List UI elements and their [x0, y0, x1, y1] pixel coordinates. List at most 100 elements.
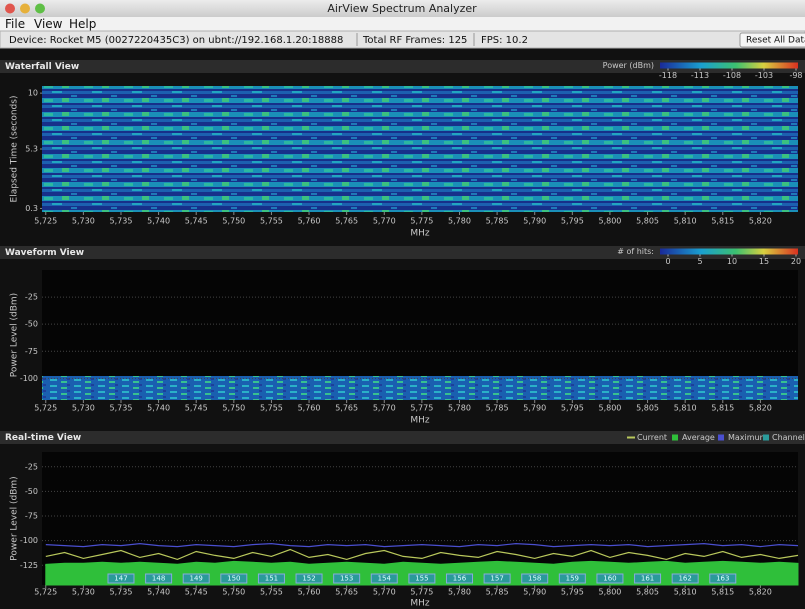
x-tick-label: 5,790 [523, 404, 546, 413]
x-tick-label: 5,765 [335, 217, 358, 226]
y-axis-label: Power Level (dBm) [10, 293, 20, 377]
x-tick-label: 5,745 [185, 217, 208, 226]
x-tick-label: 5,820 [749, 588, 772, 597]
x-tick-label: 5,820 [749, 217, 772, 226]
legend-swatch [672, 435, 678, 441]
y-tick-label: -75 [25, 512, 38, 521]
y-axis-label: Elapsed Time (seconds) [10, 96, 20, 203]
x-tick-label: 5,730 [72, 217, 95, 226]
colorbar-tick-label: 15 [759, 257, 769, 266]
x-tick-label: 5,810 [674, 404, 697, 413]
y-tick-label: 10 [28, 89, 38, 98]
x-tick-label: 5,770 [373, 588, 396, 597]
channel-label: 150 [227, 575, 240, 583]
x-tick-label: 5,775 [410, 404, 433, 413]
x-tick-label: 5,760 [298, 217, 321, 226]
channel-label: 158 [528, 575, 541, 583]
x-tick-label: 5,755 [260, 588, 283, 597]
y-tick-label: -75 [25, 347, 38, 356]
zoom-button[interactable] [35, 4, 45, 14]
channel-label: 159 [566, 575, 579, 583]
x-tick-label: 5,805 [636, 217, 659, 226]
x-tick-label: 5,795 [561, 404, 584, 413]
colorbar-tick-label: 0 [665, 257, 670, 266]
legend-label: Average [682, 433, 715, 442]
channel-label: 148 [152, 575, 165, 583]
colorbar [660, 249, 798, 255]
channel-label: 147 [114, 575, 127, 583]
y-axis-label: Power Level (dBm) [10, 476, 20, 560]
menu-item[interactable]: View [34, 17, 63, 31]
x-tick-label: 5,760 [298, 588, 321, 597]
reset-button-label[interactable]: Reset All Data [746, 36, 805, 46]
x-tick-label: 5,810 [674, 588, 697, 597]
menu-item[interactable]: Help [69, 17, 96, 31]
y-tick-label: -125 [20, 561, 38, 570]
channel-label: 161 [641, 575, 654, 583]
screen: AirView Spectrum Analyzer File View Help… [0, 0, 805, 609]
x-tick-label: 5,790 [523, 217, 546, 226]
colorbar-tick-label: -108 [723, 71, 741, 80]
colorbar-tick-label: -118 [659, 71, 677, 80]
x-tick-label: 5,805 [636, 404, 659, 413]
x-tick-label: 5,740 [147, 217, 170, 226]
menu-item[interactable]: File [5, 17, 25, 31]
colorbar-tick-label: 5 [697, 257, 702, 266]
x-tick-label: 5,795 [561, 217, 584, 226]
y-tick-label: -50 [25, 487, 38, 496]
x-tick-label: 5,780 [448, 404, 471, 413]
close-button[interactable] [5, 4, 15, 14]
legend-title: # of hits: [617, 247, 654, 256]
channel-label: 157 [490, 575, 503, 583]
x-tick-label: 5,775 [410, 588, 433, 597]
x-tick-label: 5,740 [147, 404, 170, 413]
window-title: AirView Spectrum Analyzer [327, 2, 477, 15]
legend-swatch [718, 435, 724, 441]
x-tick-label: 5,730 [72, 588, 95, 597]
x-tick-label: 5,725 [34, 404, 57, 413]
y-tick-label: -100 [20, 536, 38, 545]
x-tick-label: 5,815 [711, 588, 734, 597]
channel-label: 162 [678, 575, 691, 583]
x-tick-label: 5,730 [72, 404, 95, 413]
x-tick-label: 5,735 [110, 217, 133, 226]
colorbar-tick-label: -103 [755, 71, 773, 80]
x-axis-label: MHz [410, 416, 430, 426]
rf-frames: Total RF Frames: 125 [362, 35, 467, 46]
x-tick-label: 5,760 [298, 404, 321, 413]
x-tick-label: 5,780 [448, 217, 471, 226]
x-tick-label: 5,740 [147, 588, 170, 597]
panel-title: Real-time View [5, 433, 81, 443]
y-tick-label: -50 [25, 320, 38, 329]
x-tick-label: 5,785 [486, 404, 509, 413]
x-tick-label: 5,725 [34, 588, 57, 597]
legend-label: Maximum [728, 433, 768, 442]
legend-label: Current [637, 433, 667, 442]
colorbar [660, 63, 798, 69]
x-tick-label: 5,775 [410, 217, 433, 226]
x-tick-label: 5,780 [448, 588, 471, 597]
x-tick-label: 5,745 [185, 404, 208, 413]
panel-title: Waveform View [5, 248, 84, 258]
y-tick-label: -100 [20, 374, 38, 383]
y-tick-label: -25 [25, 293, 38, 302]
x-tick-label: 5,800 [598, 404, 621, 413]
channel-label: 153 [340, 575, 353, 583]
channel-label: 152 [302, 575, 315, 583]
y-tick-label: 0.3 [25, 204, 38, 213]
x-tick-label: 5,725 [34, 217, 57, 226]
x-tick-label: 5,785 [486, 217, 509, 226]
x-tick-label: 5,750 [222, 217, 245, 226]
x-tick-label: 5,820 [749, 404, 772, 413]
x-tick-label: 5,765 [335, 404, 358, 413]
channel-label: 149 [190, 575, 203, 583]
x-tick-label: 5,795 [561, 588, 584, 597]
legend-swatch [763, 435, 769, 441]
panel-title: Waterfall View [5, 62, 79, 72]
x-tick-label: 5,815 [711, 217, 734, 226]
colorbar-tick-label: -98 [789, 71, 802, 80]
x-tick-label: 5,750 [222, 404, 245, 413]
waveform-heatmap [42, 376, 798, 400]
x-tick-label: 5,790 [523, 588, 546, 597]
minimize-button[interactable] [20, 4, 30, 14]
